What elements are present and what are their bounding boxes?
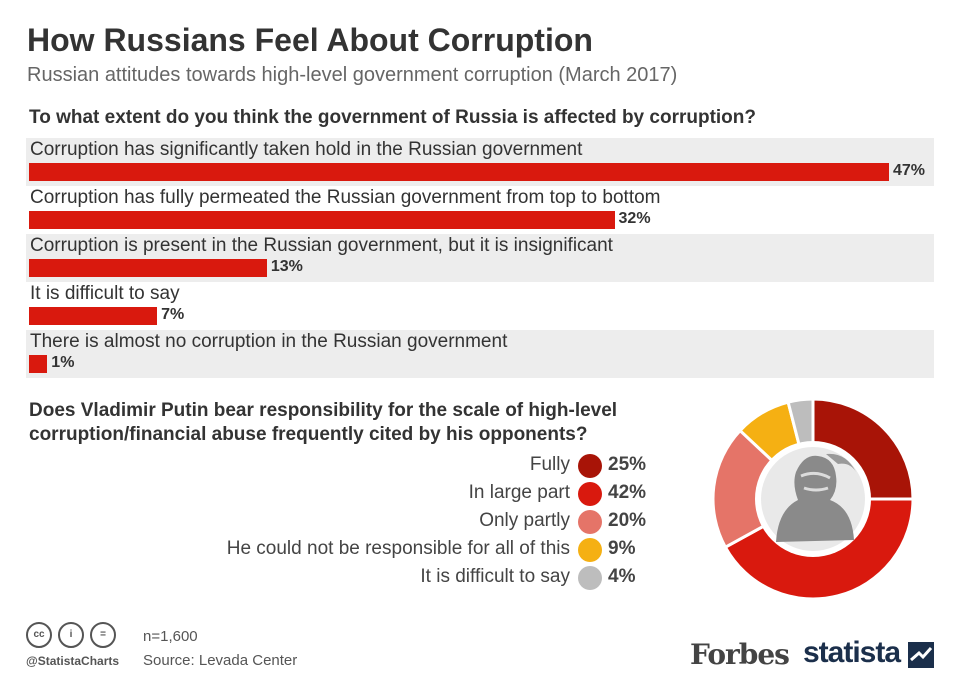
statista-handle: @StatistaCharts	[26, 654, 120, 668]
bar	[29, 355, 48, 373]
bar-row: Corruption has fully permeated the Russi…	[26, 186, 934, 234]
legend-item: Only partly 20%	[0, 508, 660, 536]
legend-swatch	[578, 510, 602, 534]
legend-label: Fully	[529, 454, 570, 475]
statista-logo-icon	[908, 642, 934, 668]
bar-label: There is almost no corruption in the Rus…	[30, 331, 508, 352]
donut-question-line-1: Does Vladimir Putin bear responsibility …	[29, 400, 618, 421]
bar-value-label: 13%	[270, 258, 303, 275]
bar-value-label: 47%	[893, 162, 926, 179]
footer: cc i = @StatistaCharts n=1,600 Source: L…	[0, 620, 960, 684]
bar-row: There is almost no corruption in the Rus…	[26, 330, 934, 378]
donut-legend: Fully 25% In large part 42% Only partly 20% He…	[0, 452, 660, 592]
chart-subtitle: Russian attitudes towards high-level gov…	[27, 64, 678, 86]
legend-label: He could not be responsible for all of t…	[226, 538, 570, 559]
forbes-logo[interactable]: Forbes	[690, 638, 790, 671]
bar-label: Corruption has significantly taken hold …	[30, 139, 583, 160]
cc-icon: cc	[26, 622, 52, 648]
nd-icon: =	[90, 622, 116, 648]
legend-value: 42%	[608, 482, 647, 503]
legend-swatch	[578, 566, 602, 590]
donut-question-line-2: corruption/financial abuse frequently ci…	[29, 424, 588, 445]
bar-label: Corruption is present in the Russian gov…	[30, 235, 613, 256]
bar-row: Corruption has significantly taken hold …	[26, 138, 934, 186]
legend-value: 9%	[608, 538, 636, 559]
bar-value-label: 7%	[161, 306, 185, 323]
legend-value: 4%	[608, 566, 636, 587]
bar-label: Corruption has fully permeated the Russi…	[30, 187, 661, 208]
bar-chart-question: To what extent do you think the governme…	[29, 107, 756, 128]
legend-swatch	[578, 482, 602, 506]
bar	[29, 307, 158, 325]
legend-value: 25%	[608, 454, 647, 475]
legend-item: It is difficult to say 4%	[0, 564, 660, 592]
legend-label: In large part	[468, 482, 570, 503]
bar-label: It is difficult to say	[30, 283, 180, 304]
donut-chart-question: Does Vladimir Putin bear responsibility …	[29, 399, 617, 447]
bar-value-label: 32%	[618, 210, 651, 227]
legend-label: It is difficult to say	[420, 566, 570, 587]
bar-row: It is difficult to say 7%	[26, 282, 934, 330]
legend-value: 20%	[608, 510, 647, 531]
legend-item: He could not be responsible for all of t…	[0, 536, 660, 564]
legend-item: In large part 42%	[0, 480, 660, 508]
by-icon: i	[58, 622, 84, 648]
chart-title: How Russians Feel About Corruption	[27, 22, 593, 58]
portrait-image	[761, 447, 865, 551]
bar-chart: Corruption has significantly taken hold …	[26, 138, 934, 380]
legend-item: Fully 25%	[0, 452, 660, 480]
bar	[29, 163, 889, 181]
donut-chart	[711, 397, 915, 601]
bar	[29, 211, 615, 229]
source-note: Source: Levada Center	[143, 652, 298, 669]
bar-row: Corruption is present in the Russian gov…	[26, 234, 934, 282]
bar	[29, 259, 267, 277]
legend-label: Only partly	[479, 510, 570, 531]
legend-swatch	[578, 538, 602, 562]
bar-value-label: 1%	[51, 354, 75, 371]
sample-size: n=1,600	[143, 628, 198, 645]
statista-logo[interactable]: statista	[803, 636, 901, 669]
legend-swatch	[578, 454, 602, 478]
